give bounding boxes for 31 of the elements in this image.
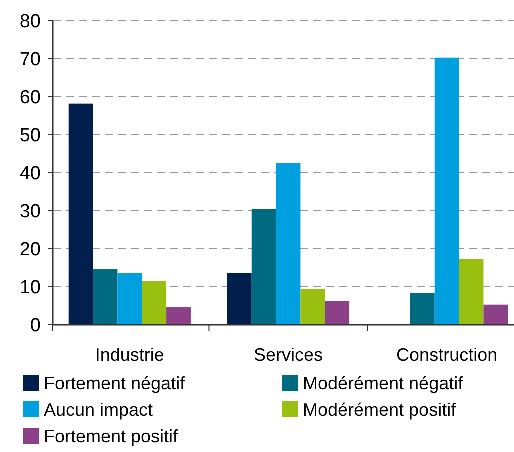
y-tick-label: 70 <box>20 50 41 71</box>
legend-label: Fortement négatif <box>44 373 186 394</box>
bar <box>118 273 142 325</box>
y-tick-label: 40 <box>20 164 41 185</box>
legend-label: Modérément positif <box>303 400 458 420</box>
x-tick-label: Services <box>254 345 324 365</box>
bar <box>227 273 252 325</box>
x-tick-label: Industrie <box>95 345 164 365</box>
bar <box>142 281 167 325</box>
legend-label: Fortement positif <box>44 426 180 446</box>
y-tick-label: 80 <box>20 12 41 33</box>
bar <box>68 104 94 325</box>
bar <box>325 301 350 325</box>
bar <box>434 58 460 325</box>
y-tick-label: 10 <box>20 278 41 299</box>
y-tick-label: 50 <box>20 126 41 147</box>
y-tick-label: 30 <box>20 202 41 223</box>
bar <box>276 164 301 325</box>
y-tick-label: 60 <box>20 88 41 109</box>
bar <box>300 289 326 325</box>
bar <box>484 304 508 325</box>
bar <box>93 270 118 325</box>
legend-label: Modérément négatif <box>303 373 464 394</box>
bar <box>252 209 276 325</box>
y-tick-label: 0 <box>30 316 41 337</box>
legend-label: Aucun impact <box>44 400 154 420</box>
y-tick-label: 20 <box>20 240 41 261</box>
x-tick-label: Construction <box>396 345 498 365</box>
bar <box>166 308 191 325</box>
bar <box>410 293 435 325</box>
bar <box>459 259 484 325</box>
